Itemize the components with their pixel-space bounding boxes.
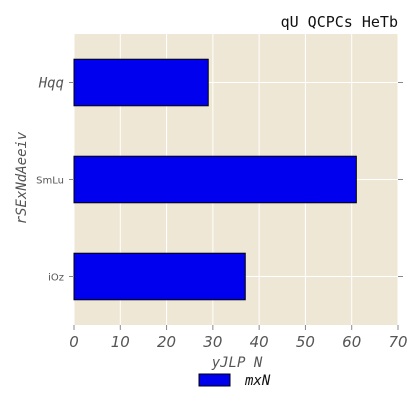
legend-label: mxN <box>244 373 271 389</box>
bars <box>73 58 357 301</box>
x-tick-label: 0 <box>69 333 79 351</box>
bar <box>73 252 246 301</box>
legend: mxN <box>198 373 271 389</box>
legend-swatch <box>198 373 231 387</box>
x-tick-label: 50 <box>296 333 315 351</box>
y-axis-label: rSExNdAeeiv <box>14 131 30 224</box>
x-tick-label: 30 <box>203 333 222 351</box>
x-tick-label: 40 <box>250 333 269 351</box>
x-tick-label: 10 <box>111 333 130 351</box>
x-tick-label: 60 <box>342 333 361 351</box>
chart-title: qU QCPCs HeTb <box>281 13 398 31</box>
bar <box>73 155 357 204</box>
y-category-label: SmLu <box>36 176 64 187</box>
x-tick-label: 70 <box>388 333 407 351</box>
y-category-label: iOz <box>48 273 64 284</box>
bar <box>73 58 209 107</box>
x-tick-label: 20 <box>157 333 176 351</box>
y-axis-ticks: Hqq SmLu iOz <box>36 76 403 284</box>
y-category-label: Hqq <box>38 76 64 92</box>
x-axis-label: yJLP N <box>211 355 263 371</box>
x-axis-ticks: 0 10 20 30 40 50 60 70 <box>69 325 408 351</box>
